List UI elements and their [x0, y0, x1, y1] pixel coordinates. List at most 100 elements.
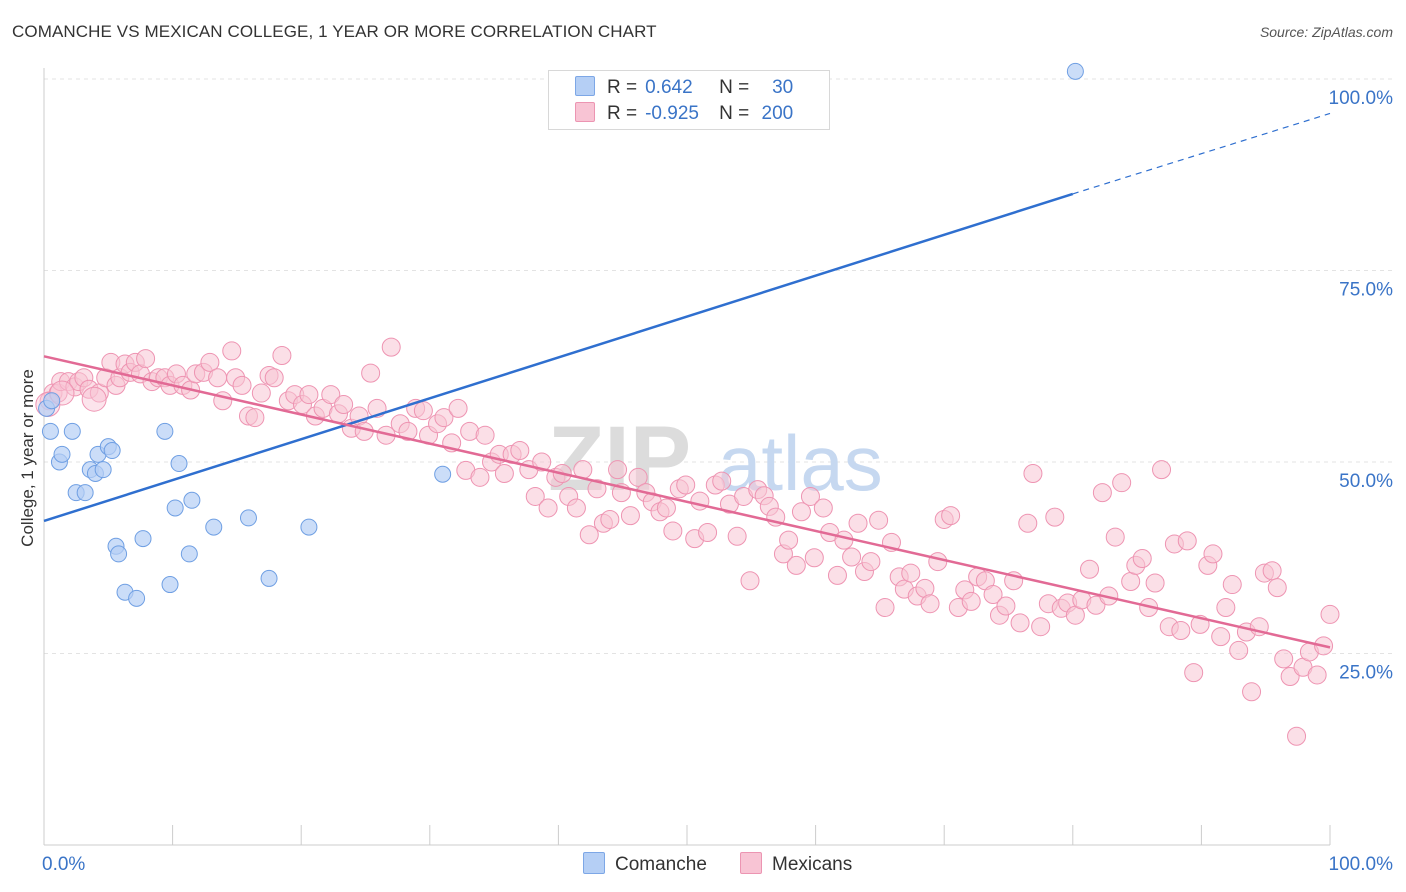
grid-layer	[44, 78, 1392, 654]
mexicans-point	[1121, 571, 1141, 591]
series-legend-label: Mexicans	[772, 854, 853, 875]
x-tick-label: 0.0%	[42, 854, 85, 875]
mexicans-point	[727, 526, 747, 546]
mexicans-point	[200, 352, 220, 372]
mexicans-point	[264, 368, 284, 388]
mexicans-point	[1045, 507, 1065, 527]
mexicans-point	[434, 408, 454, 428]
mexicans-point	[983, 585, 1003, 605]
mexicans-point	[494, 463, 514, 483]
comanche-point	[134, 530, 152, 548]
legend-r-label: R =	[607, 103, 638, 124]
comanche-point	[53, 445, 71, 463]
mexicans-point	[334, 395, 354, 415]
comanche-point	[41, 422, 59, 440]
mexicans-point	[676, 475, 696, 495]
comanche-point	[103, 442, 121, 460]
mexicans-point	[1267, 578, 1287, 598]
mexicans-point	[222, 341, 242, 361]
mexicans-point	[232, 375, 252, 395]
series-legend-mexicans[interactable]: Mexicans	[740, 852, 852, 876]
mexicans-point	[608, 460, 628, 480]
mexicans-point	[136, 349, 156, 369]
mexicans-point	[1274, 649, 1294, 669]
mexicans-point	[510, 441, 530, 461]
legend-r-value: -0.925	[645, 103, 699, 124]
mexicans-point	[961, 591, 981, 611]
mexicans-swatch-icon	[740, 852, 762, 874]
mexicans-point	[398, 421, 418, 441]
mexicans-point	[996, 596, 1016, 616]
legend-n-label: N =	[719, 77, 750, 98]
mexicans-point	[1145, 573, 1165, 593]
mexicans-point	[848, 513, 868, 533]
mexicans-point	[928, 552, 948, 572]
comanche-trend-extension	[1072, 112, 1331, 195]
mexicans-point	[299, 385, 319, 405]
mexicans-point	[698, 522, 718, 542]
comanche-point	[161, 576, 179, 594]
mexicans-point	[901, 563, 921, 583]
comanche-point	[76, 484, 94, 502]
comanche-swatch-icon	[575, 76, 595, 96]
mexicans-point	[1092, 483, 1112, 503]
comanche-point	[170, 455, 188, 473]
comanche-swatch-icon	[583, 852, 605, 874]
mexicans-point	[1242, 682, 1262, 702]
comanche-point	[128, 589, 146, 607]
comanche-point	[43, 392, 61, 410]
points-comanche	[38, 62, 1084, 607]
mexicans-point	[1320, 604, 1340, 624]
mexicans-point	[525, 486, 545, 506]
mexicans-point	[920, 594, 940, 614]
comanche-point	[183, 491, 201, 509]
y-tick-label: 50.0%	[1339, 471, 1393, 492]
mexicans-point	[208, 368, 228, 388]
comanche-point	[110, 545, 128, 563]
mexicans-point	[251, 383, 271, 403]
mexicans-point	[1307, 665, 1327, 685]
mexicans-point	[600, 509, 620, 529]
mexicans-point	[538, 498, 558, 518]
mexicans-point	[1031, 617, 1051, 637]
mexicans-point	[712, 471, 732, 491]
mexicans-point	[869, 510, 889, 530]
mexicans-point	[656, 498, 676, 518]
mexicans-point	[1171, 621, 1191, 641]
mexicans-point	[861, 552, 881, 572]
mexicans-point	[245, 408, 265, 428]
series-legend-comanche[interactable]: Comanche	[583, 852, 707, 876]
mexicans-point	[532, 452, 552, 472]
trend-layer	[43, 112, 1331, 649]
mexicans-point	[791, 502, 811, 522]
mexicans-point	[1229, 640, 1249, 660]
y-tick-label: 25.0%	[1339, 663, 1393, 684]
axis-layer	[43, 68, 1331, 846]
mexicans-point	[804, 548, 824, 568]
comanche-point	[239, 509, 257, 527]
mexicans-point	[1112, 473, 1132, 493]
legend-row-mexicans: R = -0.925 N = 200	[575, 102, 793, 126]
mexicans-point	[1018, 513, 1038, 533]
mexicans-point	[272, 346, 292, 366]
mexicans-point	[1216, 598, 1236, 618]
mexicans-point	[1080, 559, 1100, 579]
mexicans-point	[1132, 549, 1152, 569]
mexicans-point	[321, 385, 341, 405]
mexicans-point	[740, 571, 760, 591]
mexicans-point	[81, 386, 107, 412]
legend-n-value: 30	[772, 77, 794, 98]
mexicans-point	[1086, 595, 1106, 615]
y-tick-label: 100.0%	[1329, 88, 1394, 109]
y-axis-label: College, 1 year or more	[18, 369, 37, 547]
comanche-point	[156, 422, 174, 440]
mexicans-point	[834, 530, 854, 550]
chart-source: Source: ZipAtlas.com	[1259, 24, 1393, 40]
comanche-point	[1066, 62, 1084, 80]
comanche-point	[180, 545, 198, 563]
mexicans-point	[628, 467, 648, 487]
x-tick-label: 100.0%	[1329, 854, 1394, 875]
mexicans-point	[470, 467, 490, 487]
mexicans-point	[361, 363, 381, 383]
